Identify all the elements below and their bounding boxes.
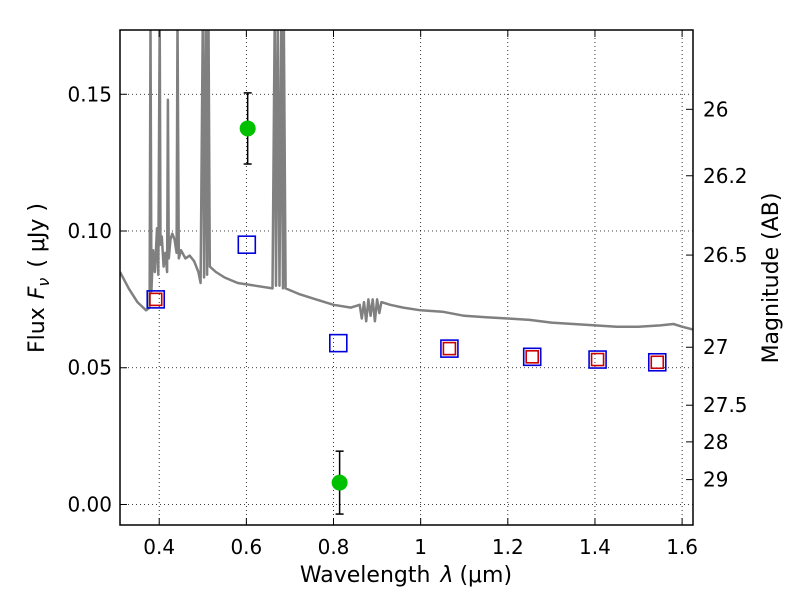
y2-tick-label: 28 [703,430,728,454]
y2-tick-label: 27.5 [703,393,748,417]
x-tick-label: 0.6 [230,535,262,559]
y2-tick-label: 26.5 [703,243,748,267]
x-tick-label: 1.4 [579,535,611,559]
y2-tick-label: 27 [703,335,728,359]
blue-square-marker [146,290,166,309]
red-square-marker [590,352,605,367]
plot-area [120,30,693,515]
plot-frame [119,29,694,526]
plot-background [120,30,693,525]
x-tick-label: 1 [414,535,427,559]
red-square-marker [650,355,665,370]
y-tick-label: 0.15 [67,82,112,106]
y-tick-label: 0.00 [67,492,112,516]
y-tick-label: 0.05 [67,356,112,380]
y-axis-label-subscript: ν [34,278,53,287]
y-tick-label: 0.10 [67,219,112,243]
x-axis-label-unit: (μm) [459,563,512,588]
x-axis-label-symbol: λ [439,563,453,588]
blue-square-marker [588,350,607,369]
y2-tick-label: 26 [703,97,728,121]
blue-square-marker [440,339,459,358]
y-axis-label-symbol: F [25,286,50,299]
y2-tick-label: 29 [703,468,728,492]
x-axis-label-text: Wavelength [300,563,431,588]
red-square-marker [525,350,540,364]
axes: 0.4 0.6 0.8 1 1.2 1.4 1.6 0.00 0.05 0.10 0.15 26 26.… [67,30,748,559]
blue-square-marker [522,347,542,367]
x-axis-label: Wavelength λ (μm) [300,563,512,588]
grid-lines [120,30,693,525]
red-square-marker [148,292,163,307]
red-square-marker [442,341,457,356]
x-tick-label: 0.4 [143,535,175,559]
y-axis-label: Flux Fν ( μJy ) [25,203,53,353]
y-axis-label-unit: ( μJy ) [25,203,50,268]
x-tick-label: 1.2 [492,535,524,559]
x-tick-label: 1.6 [666,535,698,559]
spectrum-line [120,30,693,331]
y2-axis-label: Magnitude (AB) [759,193,784,364]
y2-tick-label: 26.2 [703,164,748,188]
photometry-point [331,474,348,491]
blue-square-marker [647,352,667,372]
blue-square-marker [329,333,348,353]
y-axis-label-text: Flux [25,307,50,353]
photometry-point [239,120,256,137]
blue-square-marker [237,235,257,254]
x-tick-label: 0.8 [318,535,350,559]
